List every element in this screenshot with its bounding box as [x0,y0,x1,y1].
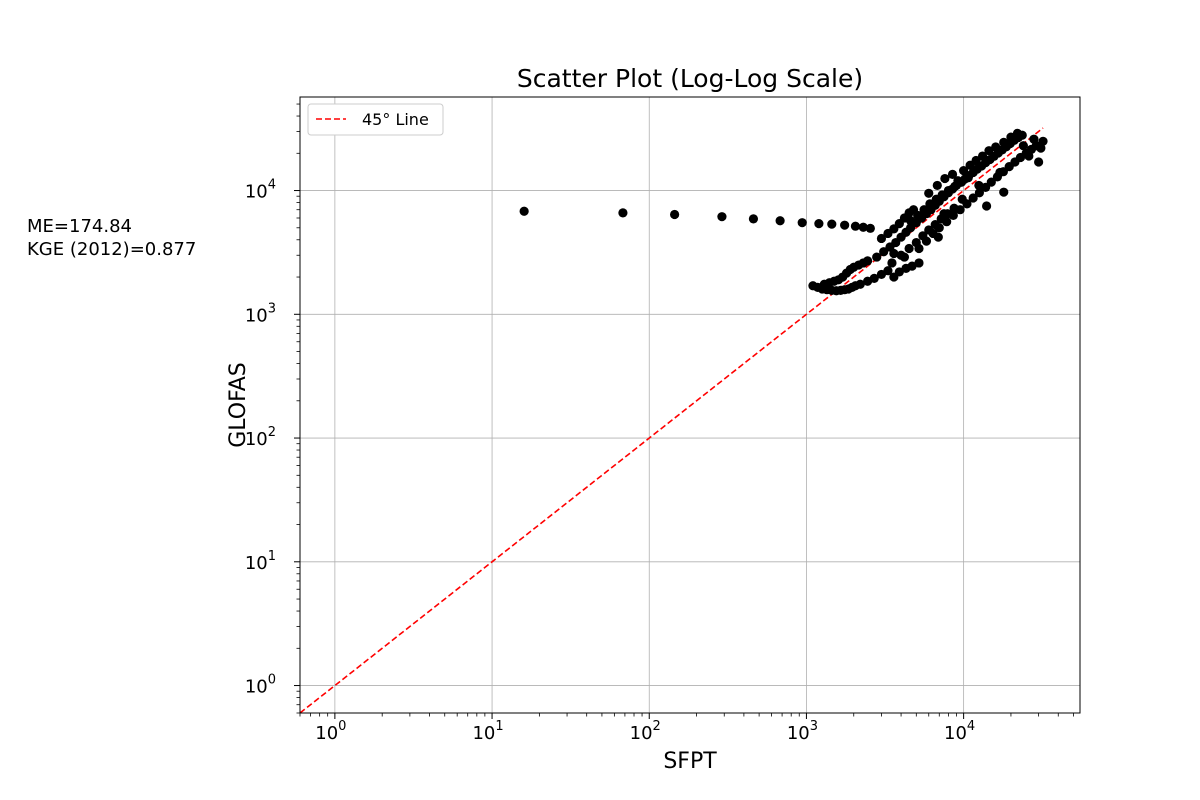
scatter-point [968,193,978,203]
legend: 45° Line [307,103,444,136]
scatter-point [869,273,879,283]
scatter-point [618,208,628,218]
scatter-point [858,222,868,232]
scatter-point [814,219,824,229]
scatter-point [986,177,996,187]
chart-title: Scatter Plot (Log-Log Scale) [517,64,863,93]
y-tick-label: 104 [245,178,276,203]
scatter-point [1029,134,1039,144]
scatter-point [913,210,923,220]
scatter-point [924,225,934,235]
scatter-point [899,252,910,262]
scatter-point [1024,151,1034,161]
scatter-point [827,219,837,229]
scatter-point [924,188,934,198]
scatter-point [995,167,1005,178]
scatter-point [911,237,921,248]
scatter-point [984,146,994,156]
x-tick-label: 103 [787,719,818,744]
scatter-point [850,221,861,231]
scatter-point [981,201,992,211]
scatter-point [904,243,914,254]
scatter-point [991,142,1001,152]
scatter-point [907,261,917,271]
scatter-point [919,205,929,215]
scatter-point [863,256,873,266]
scatter-point [855,279,865,289]
points-group [519,128,1048,296]
scatter-point [930,220,940,230]
scatter-point [519,206,529,216]
scatter-point [887,258,897,268]
scatter-point [932,180,942,191]
x-tick-label: 100 [315,719,346,744]
scatter-point [925,199,935,209]
scatter-point [889,248,899,259]
scatter-point [876,233,887,244]
scatter-point [797,218,807,228]
scatter-point [950,181,960,192]
scatter-point [999,187,1009,197]
scatter-point [940,173,950,184]
scatter-point [775,216,785,226]
grid [300,97,1080,713]
scatter-point [670,209,680,220]
scatter-point [1034,157,1044,167]
x-tick-label: 102 [630,719,661,744]
y-tick-label: 103 [245,301,276,326]
scatter-point [840,220,850,230]
scatter-point [918,231,928,241]
scatter-point [1012,128,1023,138]
x-tick-label: 101 [472,719,503,744]
scatter-point [879,247,889,257]
legend-box [307,103,444,136]
scatter-point [957,194,967,204]
scatter-point [947,169,958,180]
ticks: 100 101 102 103 104 100 101 102 103 104 [245,103,1074,744]
scatter-point [1018,141,1028,151]
y-tick-label: 102 [245,425,276,450]
scatter-point [717,212,727,222]
scatter-point [748,214,759,224]
me-annotation: ME=174.84 [27,216,132,237]
scatter-point [971,155,981,166]
scatter-point [865,223,875,233]
y-tick-label: 101 [245,549,276,574]
scatter-point [974,188,985,198]
scatter-point [963,173,973,183]
scatter-point [959,165,969,176]
x-axis-label: SFPT [663,749,717,774]
scatter-point [939,209,949,219]
plot-frame [299,96,1081,714]
scatter-point [949,203,959,213]
y-tick-label: 100 [245,673,276,698]
scatter-point [933,232,943,242]
x-tick-label: 104 [944,719,975,744]
legend-label: 45° Line [362,110,429,129]
scatter-point [956,177,967,187]
scatter-point [974,180,984,191]
scatter-point [872,252,882,262]
y-axis-label: GLOFAS [226,362,251,448]
scatter-point [914,258,924,268]
kge-annotation: KGE (2012)=0.877 [27,239,197,260]
scatter-point [1038,136,1048,146]
scatter-point [999,137,1009,147]
scatter-point [977,151,988,161]
scatter-point [883,266,893,276]
scatter-point [906,216,916,226]
